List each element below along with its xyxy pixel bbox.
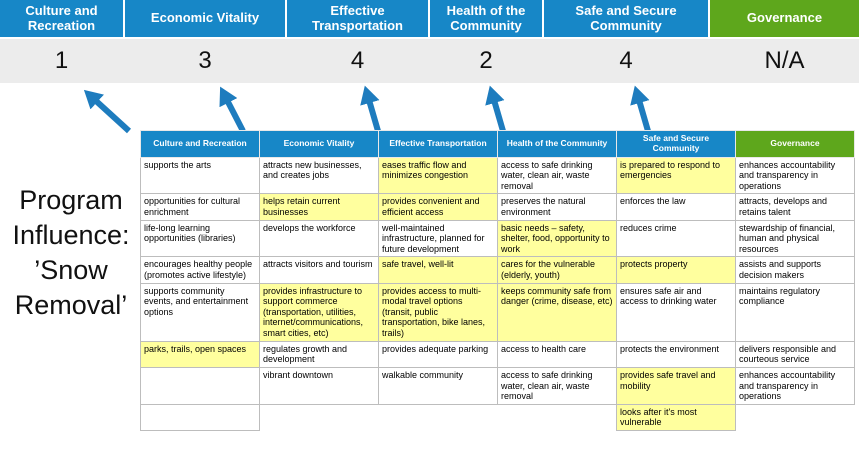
matrix-cell: supports the arts bbox=[140, 156, 260, 195]
program-title-line: ’Snow bbox=[34, 255, 108, 286]
arrow-up-icon bbox=[630, 85, 651, 132]
matrix-cell: provides convenient and efficient access bbox=[378, 193, 498, 221]
matrix-cell: reduces crime bbox=[616, 219, 736, 258]
matrix-cell: well-maintained infrastructure, planned … bbox=[378, 219, 498, 258]
matrix-cell: life-long learning opportunities (librar… bbox=[140, 219, 260, 258]
matrix-cell: enhances accountability and transparency… bbox=[735, 156, 855, 195]
matrix-cell: parks, trails, open spaces bbox=[140, 340, 260, 368]
arrow-up-icon bbox=[83, 89, 132, 134]
pillar-label: Health of the Community bbox=[446, 2, 526, 33]
matrix-cell: basic needs – safety, shelter, food, opp… bbox=[497, 219, 617, 258]
table-row: looks after it's most vulnerable bbox=[140, 403, 855, 431]
matrix-cell: maintains regulatory compliance bbox=[735, 282, 855, 342]
matrix-cell bbox=[140, 366, 260, 405]
matrix-cell: supports community events, and entertain… bbox=[140, 282, 260, 342]
pillar-score: 4 bbox=[619, 47, 633, 74]
matrix-header-cell: Safe and Secure Community bbox=[616, 130, 736, 158]
matrix-cell bbox=[379, 404, 498, 430]
matrix-cell: preserves the natural environment bbox=[497, 193, 617, 221]
matrix-cell: ensures safe air and access to drinking … bbox=[616, 282, 736, 342]
matrix-header-row: Culture and Recreation Economic Vitality E… bbox=[140, 130, 855, 158]
matrix-cell: safe travel, well-lit bbox=[378, 256, 498, 284]
score-row: 1 3 4 2 4 N/A bbox=[0, 39, 859, 83]
matrix-cell: assists and supports decision makers bbox=[735, 256, 855, 284]
table-row: life-long learning opportunities (librar… bbox=[140, 219, 855, 258]
matrix-cell: keeps community safe from danger (crime,… bbox=[497, 282, 617, 342]
matrix-cell: access to health care bbox=[497, 340, 617, 368]
matrix-cell: vibrant downtown bbox=[259, 366, 379, 405]
influence-arrows bbox=[83, 85, 651, 134]
matrix-cell: opportunities for cultural enrichment bbox=[140, 193, 260, 221]
table-row: encourages healthy people (promotes acti… bbox=[140, 256, 855, 284]
summary-banner: Culture and Recreation Economic Vitality E… bbox=[0, 0, 859, 37]
matrix-cell: provides adequate parking bbox=[378, 340, 498, 368]
matrix-cell: provides safe travel and mobility bbox=[616, 366, 736, 405]
program-title-line: Program bbox=[19, 185, 123, 215]
matrix-cell: attracts, develops and retains talent bbox=[735, 193, 855, 221]
matrix-cell: protects property bbox=[616, 256, 736, 284]
pillar-header: Culture and Recreation bbox=[0, 0, 123, 37]
matrix-cell: provides infrastructure to support comme… bbox=[259, 282, 379, 342]
table-row: vibrant downtown walkable community access… bbox=[140, 366, 855, 405]
table-row: parks, trails, open spaces regulates grow… bbox=[140, 340, 855, 368]
matrix-header-cell: Governance bbox=[735, 130, 855, 158]
program-title: Program Influence: ’Snow Removal’ bbox=[2, 183, 140, 323]
matrix-cell bbox=[140, 403, 260, 431]
matrix-cell: enhances accountability and transparency… bbox=[735, 366, 855, 405]
matrix-cell: delivers responsible and courteous servi… bbox=[735, 340, 855, 368]
matrix-cell: stewardship of financial, human and phys… bbox=[735, 219, 855, 258]
matrix-cell: provides access to multi-modal travel op… bbox=[378, 282, 498, 342]
table-row: supports community events, and entertain… bbox=[140, 282, 855, 342]
matrix-cell: attracts new businesses, and creates job… bbox=[259, 156, 379, 195]
matrix-cell: walkable community bbox=[378, 366, 498, 405]
pillar-header: Health of the Community bbox=[430, 0, 542, 37]
arrow-up-icon bbox=[219, 86, 246, 133]
matrix-cell bbox=[736, 404, 855, 430]
matrix-cell: attracts visitors and tourism bbox=[259, 256, 379, 284]
matrix-cell bbox=[498, 404, 617, 430]
matrix-cell: protects the environment bbox=[616, 340, 736, 368]
pillar-score: N/A bbox=[764, 47, 805, 74]
influence-matrix: Culture and Recreation Economic Vitality E… bbox=[140, 130, 855, 431]
matrix-cell: looks after it's most vulnerable bbox=[616, 403, 736, 431]
matrix-header-cell: Economic Vitality bbox=[259, 130, 379, 158]
pillar-label: Safe and Secure Community bbox=[575, 2, 677, 33]
pillar-score: 1 bbox=[54, 47, 69, 74]
matrix-cell: helps retain current businesses bbox=[259, 193, 379, 221]
matrix-header-cell: Culture and Recreation bbox=[140, 130, 260, 158]
pillar-header: Economic Vitality bbox=[125, 0, 285, 37]
pillar-label: Effective Transportation bbox=[311, 2, 403, 33]
matrix-cell: encourages healthy people (promotes acti… bbox=[140, 256, 260, 284]
matrix-cell: access to safe drinking water, clean air… bbox=[497, 156, 617, 195]
program-title-line: Influence: bbox=[12, 220, 130, 251]
matrix-cell bbox=[260, 404, 379, 430]
matrix-cell: access to safe drinking water, clean air… bbox=[497, 366, 617, 405]
matrix-header-cell: Effective Transportation bbox=[378, 130, 498, 158]
arrow-up-icon bbox=[485, 85, 506, 132]
matrix-cell: enforces the law bbox=[616, 193, 736, 221]
program-title-line: Removal’ bbox=[14, 290, 128, 321]
pillar-header: Effective Transportation bbox=[287, 0, 428, 37]
pillar-score: 4 bbox=[350, 47, 365, 74]
table-row: opportunities for cultural enrichment hel… bbox=[140, 193, 855, 221]
matrix-header-cell: Health of the Community bbox=[497, 130, 617, 158]
pillar-label: Economic Vitality bbox=[150, 10, 260, 26]
pillar-score: 3 bbox=[198, 47, 212, 74]
pillar-label: Culture and Recreation bbox=[25, 2, 98, 33]
table-row: supports the arts attracts new businesses… bbox=[140, 156, 855, 195]
matrix-cell: develops the workforce bbox=[259, 219, 379, 258]
pillar-header: Governance bbox=[710, 0, 859, 37]
arrow-up-icon bbox=[360, 85, 381, 132]
pillar-header: Safe and Secure Community bbox=[544, 0, 708, 37]
matrix-cell: eases traffic flow and minimizes congest… bbox=[378, 156, 498, 195]
matrix-cell: is prepared to respond to emergencies bbox=[616, 156, 736, 195]
matrix-cell: regulates growth and development bbox=[259, 340, 379, 368]
pillar-score: 2 bbox=[479, 47, 493, 74]
pillar-label: Governance bbox=[746, 10, 823, 26]
matrix-cell: cares for the vulnerable (elderly, youth… bbox=[497, 256, 617, 284]
